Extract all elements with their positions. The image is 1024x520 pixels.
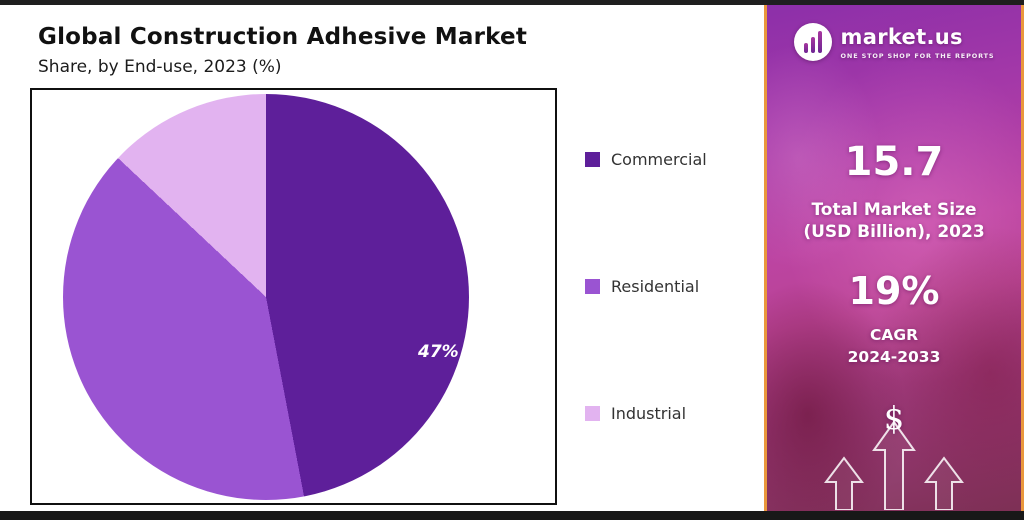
legend-swatch (585, 279, 600, 294)
total-market-size-value: 15.7 (844, 139, 944, 185)
total-market-size-label-line2: (USD Billion), 2023 (803, 222, 985, 243)
legend-item-industrial: Industrial (585, 404, 686, 423)
pie-data-label-commercial: 47% (418, 342, 459, 362)
legend-label: Industrial (611, 404, 687, 423)
brand-name: market.us (840, 24, 963, 49)
legend-swatch (585, 152, 600, 167)
chart-area: Global Construction Adhesive Market Shar… (30, 0, 760, 520)
legend-label: Residential (611, 277, 700, 296)
brand-logo-row: market.us ONE STOP SHOP FOR THE REPORTS (767, 23, 1021, 61)
legend-item-residential: Residential (585, 277, 699, 296)
cagr-label-line1: CAGR (869, 326, 919, 344)
bottom-border-strip (0, 511, 1024, 520)
chart-title: Global Construction Adhesive Market (38, 24, 528, 50)
cagr-label-line2: 2024-2033 (847, 347, 941, 366)
brand-text-block: market.us ONE STOP SHOP FOR THE REPORTS (841, 25, 995, 60)
total-market-size-label-line1: Total Market Size (811, 200, 977, 220)
total-market-size-label: Total Market Size (USD Billion), 2023 (767, 199, 1021, 244)
cagr-label: CAGR 2024-2033 (767, 325, 1021, 368)
cagr-value: 19% (848, 269, 940, 313)
chart-subtitle: Share, by End-use, 2023 (%) (38, 57, 282, 77)
plot-frame: 47% (30, 88, 557, 505)
pie-chart (63, 94, 469, 500)
legend-item-commercial: Commercial (585, 150, 707, 169)
top-border-strip (0, 0, 1024, 5)
stats-side-panel: market.us ONE STOP SHOP FOR THE REPORTS … (764, 0, 1024, 520)
chart-legend: Commercial Residential Industrial (585, 0, 760, 520)
legend-swatch (585, 406, 600, 421)
brand-tagline: ONE STOP SHOP FOR THE REPORTS (840, 51, 995, 60)
growth-arrows-icon (824, 420, 964, 510)
market-us-logo-icon (793, 23, 832, 61)
legend-label: Commercial (611, 150, 707, 169)
